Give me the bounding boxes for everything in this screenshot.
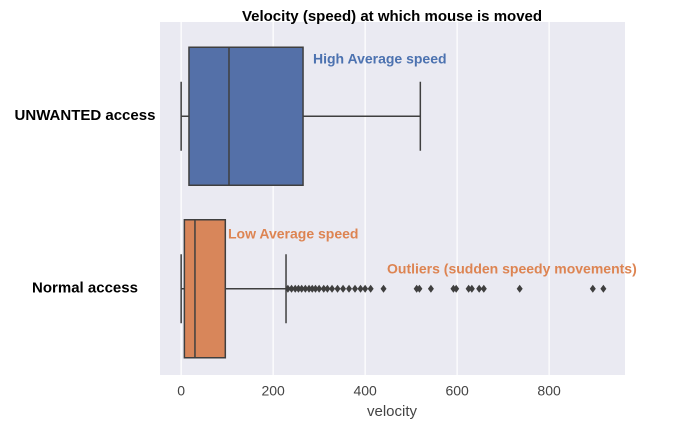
- x-tick-label: 200: [261, 383, 285, 399]
- outlier: [453, 284, 460, 293]
- annotation: High Average speed: [313, 51, 447, 67]
- outlier: [468, 284, 475, 293]
- outlier: [427, 284, 434, 293]
- outlier: [306, 284, 313, 293]
- outlier: [309, 284, 316, 293]
- outlier: [340, 284, 347, 293]
- outlier: [416, 284, 423, 293]
- x-tick-label: 0: [177, 383, 185, 399]
- outlier: [295, 284, 302, 293]
- outlier: [380, 284, 387, 293]
- outlier: [476, 284, 483, 293]
- outlier: [367, 284, 374, 293]
- outlier: [316, 284, 323, 293]
- outlier: [324, 284, 331, 293]
- outlier: [298, 284, 305, 293]
- annotation: Outliers (sudden speedy movements): [387, 261, 637, 277]
- outlier: [320, 284, 327, 293]
- x-axis-label: velocity: [367, 403, 418, 420]
- outlier: [346, 284, 353, 293]
- outlier: [465, 284, 472, 293]
- outlier: [352, 284, 359, 293]
- outlier: [292, 284, 299, 293]
- category-label: UNWANTED access: [15, 107, 156, 124]
- outlier: [480, 284, 487, 293]
- outlier: [357, 284, 364, 293]
- x-tick-label: 800: [537, 383, 561, 399]
- outlier: [302, 284, 309, 293]
- outlier: [288, 284, 295, 293]
- outlier: [516, 284, 523, 293]
- category-label: Normal access: [32, 280, 138, 297]
- annotation: Low Average speed: [228, 226, 358, 242]
- outlier: [329, 284, 336, 293]
- x-tick-label: 600: [445, 383, 469, 399]
- outlier: [589, 284, 596, 293]
- outlier: [284, 284, 291, 293]
- chart-title: Velocity (speed) at which mouse is moved: [242, 8, 542, 25]
- x-tick-label: 400: [353, 383, 377, 399]
- outlier: [362, 284, 369, 293]
- outlier: [600, 284, 607, 293]
- outlier: [334, 284, 341, 293]
- box: [183, 219, 227, 359]
- outlier: [312, 284, 319, 293]
- box: [188, 46, 304, 186]
